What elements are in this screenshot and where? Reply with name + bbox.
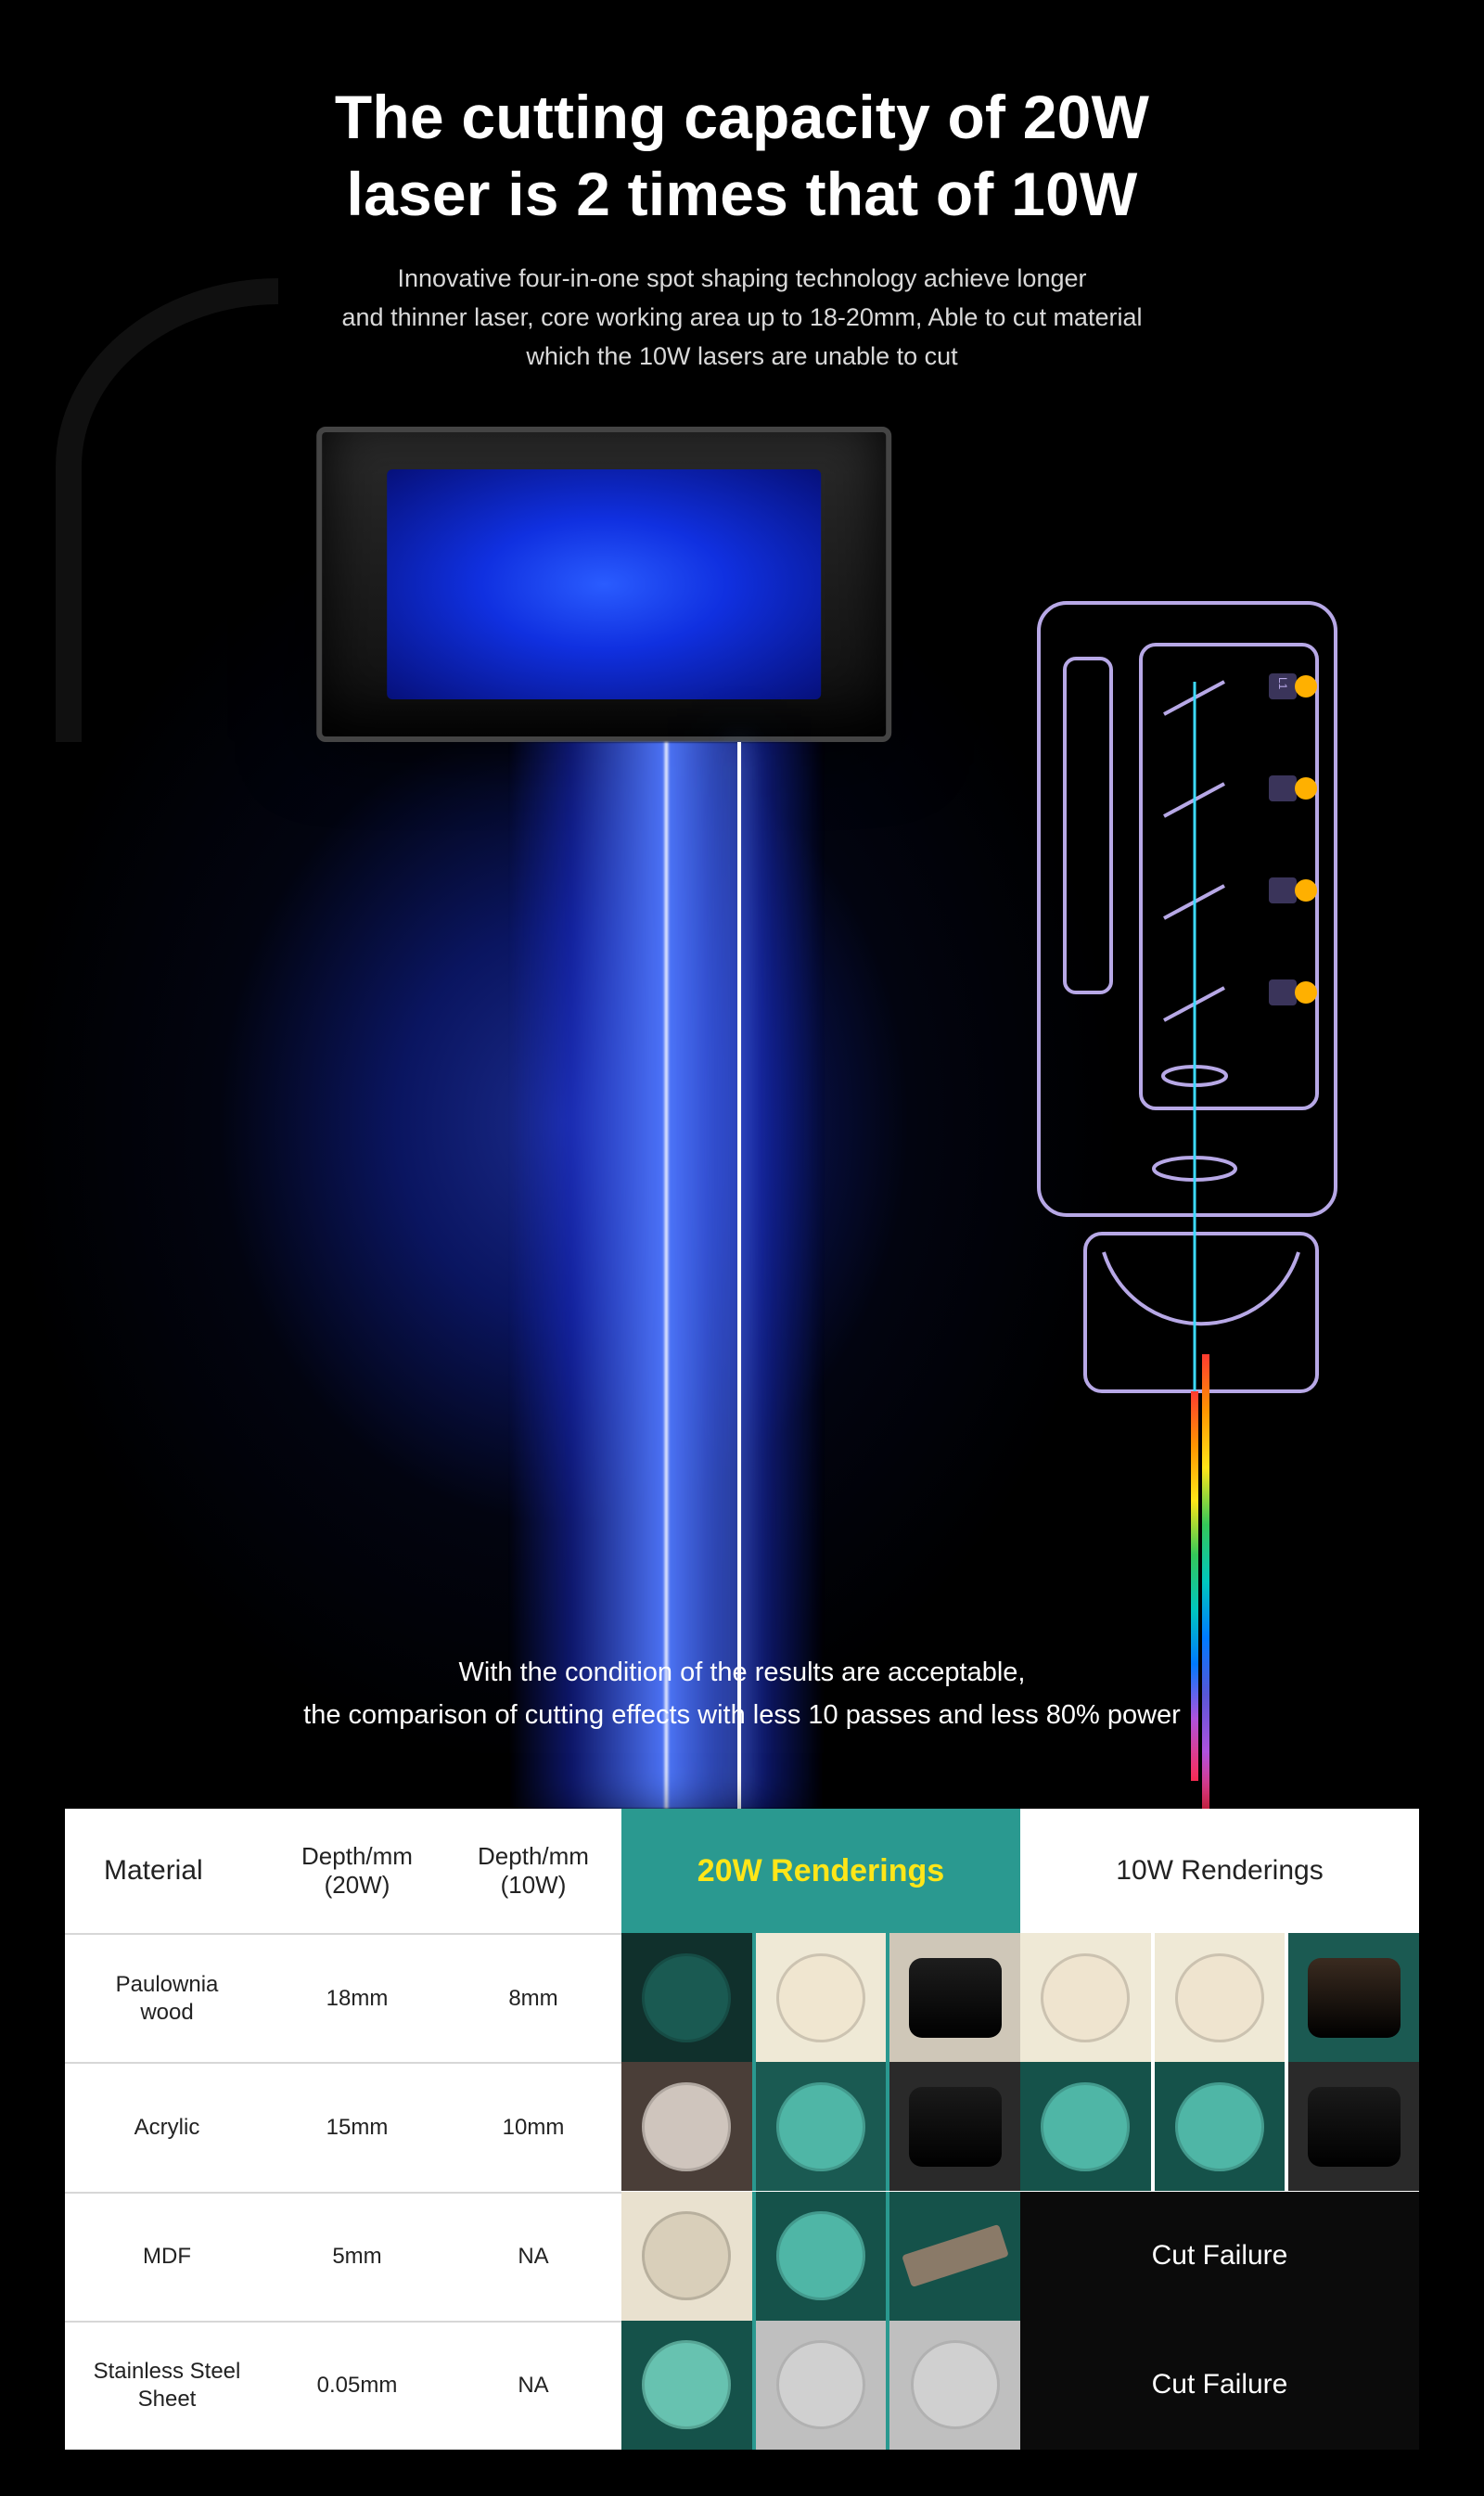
laser-diode-2: [1269, 775, 1317, 801]
cell-material: Acrylic: [65, 2062, 269, 2191]
hero-section: The cutting capacity of 20Wlaser is 2 ti…: [0, 0, 1484, 1809]
cell-10w-rendering: Cut Failure: [1020, 2321, 1419, 2450]
rainbow-beam-extension: [1202, 1354, 1209, 1809]
cell-material: MDF: [65, 2192, 269, 2321]
cell-depth-20w: 18mm: [269, 1933, 445, 2062]
laser-beam-core: [737, 742, 741, 1809]
cell-material: Paulowniawood: [65, 1933, 269, 2062]
subheadline: Innovative four-in-one spot shaping tech…: [0, 260, 1484, 377]
cell-depth-20w: 5mm: [269, 2192, 445, 2321]
col-header-20w-renderings: 20W Renderings: [621, 1809, 1020, 1933]
cell-depth-20w: 15mm: [269, 2062, 445, 2191]
col-header-depth-10w: Depth/mm(10W): [445, 1809, 621, 1933]
laser-diode-3: [1269, 877, 1317, 903]
comparison-table: Material Depth/mm(20W) Depth/mm(10W) 20W…: [65, 1809, 1419, 2450]
laser-diode-1: L1: [1269, 673, 1317, 699]
condition-note: With the condition of the results are ac…: [0, 1651, 1484, 1737]
cell-10w-rendering: Cut Failure: [1020, 2192, 1419, 2321]
cell-material: Stainless SteelSheet: [65, 2321, 269, 2450]
cell-20w-rendering: [621, 2321, 1020, 2450]
cell-20w-rendering: [621, 1933, 1020, 2062]
svg-text:L1: L1: [1276, 677, 1289, 690]
cell-10w-rendering: [1020, 1933, 1419, 2062]
cell-depth-10w: NA: [445, 2192, 621, 2321]
laser-head-illustration: [316, 427, 891, 742]
cell-10w-rendering: [1020, 2062, 1419, 2191]
cell-20w-rendering: [621, 2062, 1020, 2191]
optics-diagram: L1: [1030, 594, 1373, 1790]
cell-depth-10w: 10mm: [445, 2062, 621, 2191]
headline: The cutting capacity of 20Wlaser is 2 ti…: [0, 79, 1484, 232]
cell-20w-rendering: [621, 2192, 1020, 2321]
laser-beam-glow: [508, 742, 824, 1809]
cell-depth-10w: 8mm: [445, 1933, 621, 2062]
cell-depth-20w: 0.05mm: [269, 2321, 445, 2450]
col-header-10w-renderings: 10W Renderings: [1020, 1809, 1419, 1933]
col-header-depth-20w: Depth/mm(20W): [269, 1809, 445, 1933]
cell-depth-10w: NA: [445, 2321, 621, 2450]
col-header-material: Material: [65, 1809, 269, 1933]
laser-diode-4: [1269, 979, 1317, 1005]
